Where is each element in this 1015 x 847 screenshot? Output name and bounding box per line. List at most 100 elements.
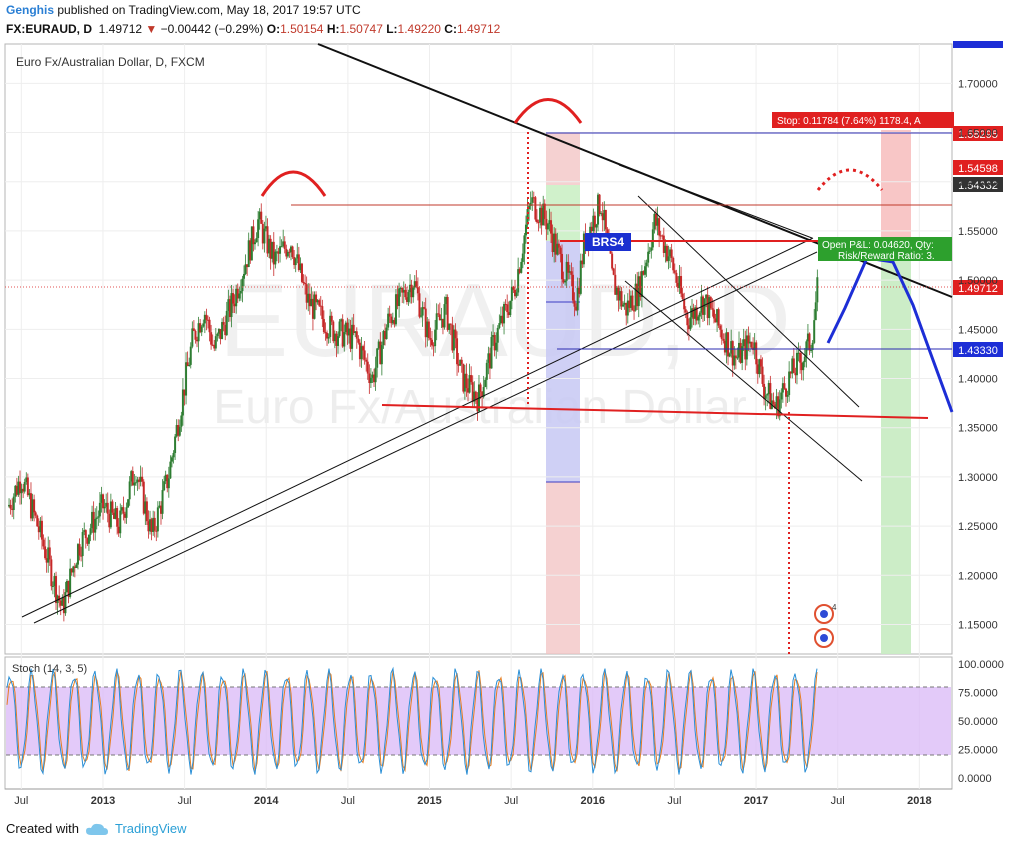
candle-body [647,251,650,263]
candle-body [144,501,147,514]
candle-body [639,276,642,298]
x-tick-label: Jul [178,795,192,807]
candle-body [802,362,805,371]
drawings [5,43,954,654]
candle-body [200,326,203,333]
publish-line: Genghis published on TradingView.com, Ma… [6,3,361,17]
open-value: 1.50154 [280,22,324,36]
x-tick-label: Jul [341,795,355,807]
candle-body [456,338,459,365]
candle-body [106,502,109,514]
candle-body [535,219,538,223]
low-label: L: [386,22,398,36]
candle-body [222,322,225,325]
candle-body [723,340,726,353]
candle-body [280,246,283,248]
candle-body [628,300,631,308]
candle-body [343,332,346,347]
candle-body [337,336,340,346]
candle-body [402,289,405,293]
candle-body [333,333,336,342]
candle-body [416,287,419,294]
candle-body [529,202,532,206]
target-price-tag: 1.43330 [958,345,998,357]
candle-body [637,276,640,307]
candle-body [722,338,725,341]
candle-body [550,220,553,234]
red-level-tag-bg [953,160,1003,175]
candle-body [645,262,648,267]
candle-body [25,477,28,483]
event-icons[interactable]: 4 [814,603,837,648]
high-value: 1.50747 [339,22,383,36]
candle-body [388,313,391,317]
candle-body [420,315,423,317]
stoch-series [6,666,818,776]
candle-body [72,566,75,573]
candle-body [814,302,817,321]
candle-body [595,224,598,228]
y-tick-label: 1.15000 [958,619,998,631]
candle-body [396,294,399,307]
candle-body [810,350,813,352]
stop-price-tag: 1.58295 [958,129,998,141]
candle-body [716,309,719,323]
candle-body [145,501,148,522]
candle-body [449,323,452,325]
stoch-tick-label: 75.0000 [958,688,998,700]
candle-body [509,300,512,316]
candle-body [559,247,562,254]
time-axis[interactable]: Jul 2013 Jul 2014 Jul 2015 Jul 2016 Jul 2017 Jul 20… [14,795,931,807]
candle-body [149,519,152,532]
candle-body [590,226,593,232]
candle-body [761,366,764,384]
candle-body [355,331,358,339]
candle-body [64,592,67,614]
candle-body [399,287,402,289]
candle-body [247,240,250,268]
candle-body [346,322,349,336]
candle-body [517,269,520,293]
price-axis[interactable]: 1.70000 1.65000 1.60000 1.55000 1.50000 1.450… [958,78,998,631]
pattern-label-box [585,233,631,251]
candle-body [427,321,430,338]
candle-body [561,253,564,280]
candle-body [166,474,169,489]
author-name[interactable]: Genghis [6,3,55,17]
candle-body [285,248,288,257]
candle-body [351,324,354,349]
tradingview-link[interactable]: TradingView [114,821,187,836]
candle-body [163,481,166,491]
candle-body [510,286,513,301]
candle-body [774,404,777,409]
candle-body [448,323,451,330]
candle-body [87,534,90,544]
candle-body [253,242,256,245]
pnl-label-box[interactable] [818,237,952,261]
candle-body [499,315,502,324]
candle-body [623,302,626,305]
pnl-label: Open P&L: 0.04620, Qty: [822,240,934,251]
stop-label-box[interactable] [772,112,954,128]
candle-body [734,355,737,358]
candle-body [747,335,750,344]
candle-body [255,238,258,243]
candle-body [177,425,180,436]
candle-body [487,353,490,363]
candle-body [264,226,267,229]
candle-body [97,516,100,518]
candle-body [192,328,195,331]
candle-body [188,364,191,367]
candle-body [506,304,509,313]
y-tick-label: 1.25000 [958,521,998,533]
candle-body [131,471,134,486]
candle-body [241,278,244,292]
candle-body [705,294,708,299]
candle-body [738,342,741,358]
black-level-tag: 1.54332 [958,180,998,192]
candle-body [603,210,606,221]
candle-body [20,488,23,494]
candle-body [327,336,330,339]
candle-body [777,396,780,417]
